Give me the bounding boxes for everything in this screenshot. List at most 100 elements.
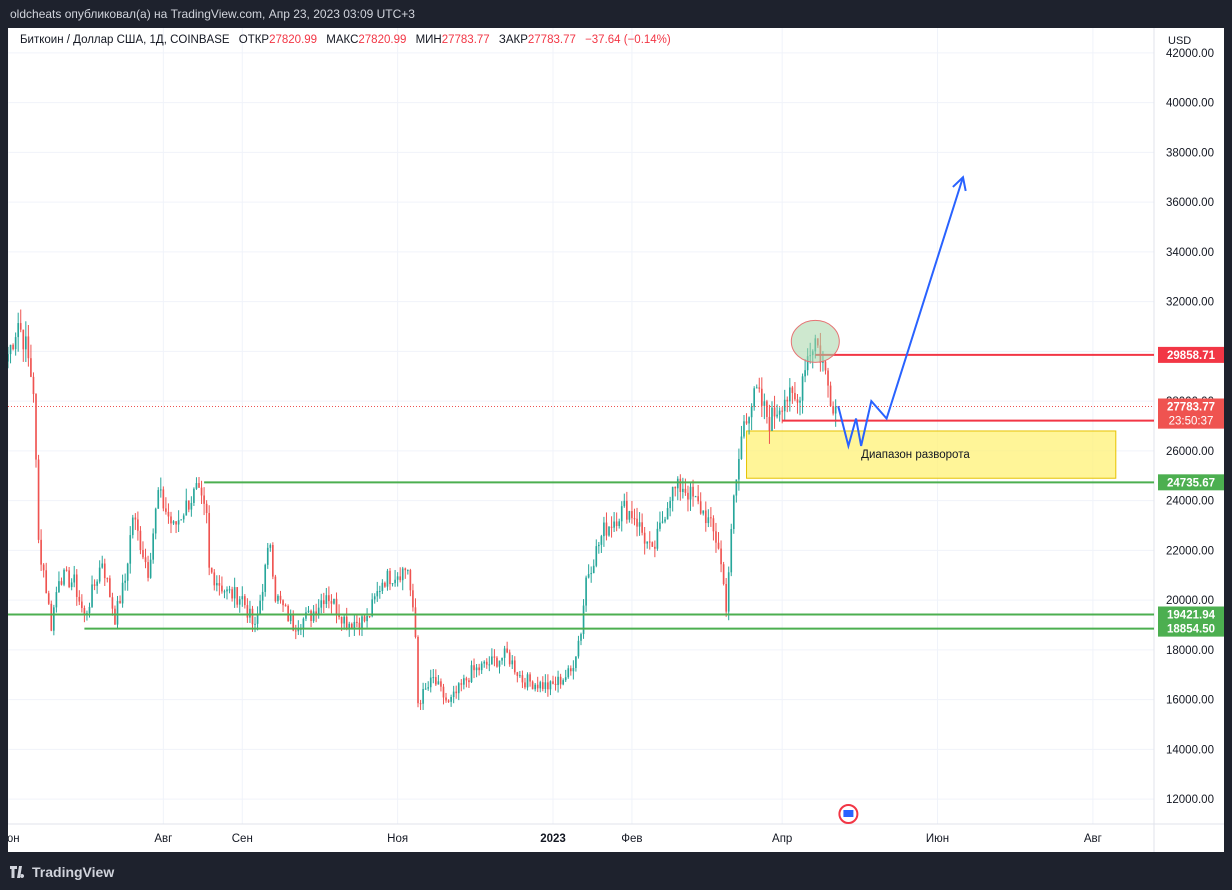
candle-body bbox=[664, 519, 666, 522]
x-tick-label: Июн bbox=[8, 833, 20, 845]
candle-body bbox=[758, 387, 761, 389]
candle-body bbox=[628, 511, 631, 520]
chart-frame[interactable]: USD 42000.00 40000.00 38000.00 36000.00 34000… bbox=[8, 28, 1224, 852]
candle-body bbox=[636, 518, 638, 527]
candle-body bbox=[684, 488, 687, 493]
candle-body bbox=[53, 607, 55, 631]
candle-body bbox=[287, 605, 289, 622]
candle-body bbox=[712, 518, 715, 532]
candle-body bbox=[233, 587, 236, 599]
candle-body bbox=[406, 570, 409, 572]
candle-body bbox=[17, 323, 20, 338]
candle-body bbox=[498, 660, 501, 667]
candle-body bbox=[750, 406, 753, 418]
y-tick-label: 40000.00 bbox=[1166, 98, 1214, 110]
candle-body bbox=[152, 533, 154, 560]
candle-body bbox=[661, 521, 664, 523]
candle-body bbox=[297, 629, 300, 632]
high-value: 27820.99 bbox=[358, 34, 407, 46]
candle-body bbox=[755, 387, 758, 389]
x-tick-label: Июн bbox=[926, 833, 949, 845]
candle-body bbox=[463, 678, 465, 685]
candle-body bbox=[783, 399, 786, 412]
candle-body bbox=[358, 622, 361, 630]
candle-body bbox=[218, 583, 221, 586]
candle-body bbox=[544, 682, 547, 690]
candle-body bbox=[129, 535, 132, 564]
candle-body bbox=[646, 541, 649, 544]
candle-body bbox=[534, 684, 536, 690]
candle-body bbox=[226, 589, 228, 592]
candle-body bbox=[50, 603, 53, 631]
candle-body bbox=[610, 526, 613, 528]
candle-body bbox=[317, 607, 320, 616]
candle-body bbox=[791, 387, 794, 393]
candle-body bbox=[730, 529, 733, 573]
low-value: 27783.77 bbox=[441, 34, 490, 46]
candle-body bbox=[322, 600, 325, 605]
y-tick-label: 24000.00 bbox=[1166, 496, 1214, 508]
candle-body bbox=[363, 616, 366, 622]
candle-body bbox=[771, 407, 773, 431]
candle-body bbox=[305, 612, 307, 619]
candle-body bbox=[781, 410, 784, 412]
candle-body bbox=[427, 687, 430, 689]
candle-body bbox=[796, 399, 799, 403]
tradingview-logo-icon bbox=[10, 866, 25, 878]
candle-body bbox=[124, 580, 126, 583]
candle-body bbox=[259, 600, 261, 614]
candle-body bbox=[603, 522, 605, 537]
candle-body bbox=[437, 681, 440, 685]
candle-body bbox=[389, 570, 391, 585]
candle-body bbox=[264, 564, 267, 592]
candle-body bbox=[175, 521, 177, 525]
candle-body bbox=[666, 508, 669, 520]
candle-body bbox=[554, 683, 557, 685]
candle-body bbox=[600, 536, 603, 545]
candle-body bbox=[422, 689, 424, 704]
candle-body bbox=[121, 582, 124, 604]
candle-body bbox=[353, 621, 356, 629]
candle-body bbox=[139, 530, 142, 550]
candle-body bbox=[165, 508, 167, 512]
y-tick-label: 22000.00 bbox=[1166, 545, 1214, 557]
candle-body bbox=[315, 611, 317, 616]
candle-body bbox=[119, 600, 121, 604]
candle-body bbox=[475, 667, 478, 671]
candle-body bbox=[547, 682, 549, 690]
candle-body bbox=[167, 511, 170, 517]
candle-body bbox=[55, 592, 58, 608]
tradingview-logo[interactable]: TradingView bbox=[10, 864, 114, 880]
candle-body bbox=[539, 682, 542, 689]
candle-body bbox=[274, 576, 277, 602]
candle-body bbox=[292, 615, 295, 631]
candle-body bbox=[722, 564, 725, 584]
candle-body bbox=[116, 600, 119, 625]
candle-body bbox=[32, 376, 35, 395]
candle-body bbox=[187, 500, 190, 510]
candle-body bbox=[567, 668, 570, 678]
candle-body bbox=[58, 581, 60, 593]
candle-body bbox=[575, 656, 577, 669]
candle-body bbox=[381, 582, 384, 592]
candle-body bbox=[144, 557, 147, 563]
candle-body bbox=[615, 521, 618, 527]
candle-body bbox=[493, 656, 496, 658]
y-tick-label: 14000.00 bbox=[1166, 744, 1214, 756]
candle-body bbox=[587, 574, 590, 578]
candle-body bbox=[101, 563, 104, 568]
candle-body bbox=[12, 344, 14, 350]
candle-body bbox=[699, 501, 702, 514]
level-price-badge bbox=[1158, 606, 1224, 623]
candle-body bbox=[284, 605, 287, 607]
publisher-line: oldcheats опубликовал(а) на TradingView.… bbox=[10, 7, 415, 21]
y-tick-label: 20000.00 bbox=[1166, 595, 1214, 607]
candle-body bbox=[605, 522, 608, 536]
candle-body bbox=[455, 691, 458, 694]
candle-body bbox=[748, 417, 750, 424]
candle-body bbox=[9, 344, 12, 355]
candle-body bbox=[180, 519, 183, 521]
x-tick-label: Сен bbox=[232, 833, 253, 845]
candle-body bbox=[727, 572, 730, 612]
